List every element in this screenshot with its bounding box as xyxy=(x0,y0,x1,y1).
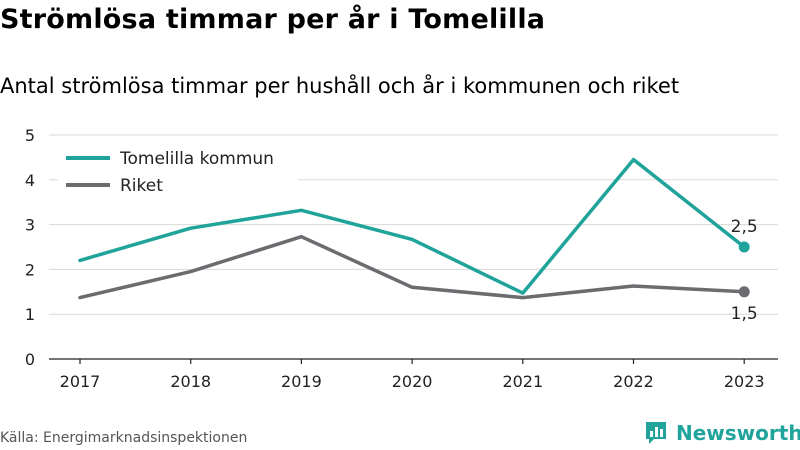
series-line-riket xyxy=(78,234,746,300)
source-note: Källa: Energimarknadsinspektionen xyxy=(0,430,248,446)
series-line-tomelilla xyxy=(78,157,746,295)
end-value-label: 1,5 xyxy=(731,304,758,324)
bar-chart-speech-icon xyxy=(646,422,666,444)
x-tick-label: 2019 xyxy=(281,372,322,391)
end-point-marker xyxy=(738,241,750,253)
x-tick-label: 2023 xyxy=(724,372,765,391)
y-tick-label: 5 xyxy=(25,126,35,145)
y-tick-label: 0 xyxy=(25,350,35,369)
legend-label: Tomelilla kommun xyxy=(119,149,274,169)
x-tick-label: 2022 xyxy=(613,372,654,391)
x-tick-label: 2018 xyxy=(170,372,211,391)
line-chart: 0 1 2 3 4 5 2017 2018 2019 2020 2021 2022 2023 2,5 1,5… xyxy=(25,126,778,391)
x-tick-label: 2020 xyxy=(392,372,433,391)
legend-background xyxy=(58,146,298,204)
y-tick-label: 4 xyxy=(25,171,35,190)
chart-title: Strömlösa timmar per år i Tomelilla xyxy=(0,4,546,35)
end-value-label: 2,5 xyxy=(731,217,758,237)
legend-label: Riket xyxy=(120,176,163,196)
brand-name: Newsworthy xyxy=(676,421,800,445)
x-tick-label: 2017 xyxy=(60,372,101,391)
chart-subtitle: Antal strömlösa timmar per hushåll och å… xyxy=(0,74,680,98)
y-tick-label: 3 xyxy=(25,216,35,235)
end-point-marker xyxy=(738,286,750,298)
brand-logo: Newsworthy xyxy=(644,420,800,446)
y-tick-label: 1 xyxy=(25,305,35,324)
x-tick-label: 2021 xyxy=(502,372,543,391)
y-tick-label: 2 xyxy=(25,260,35,279)
